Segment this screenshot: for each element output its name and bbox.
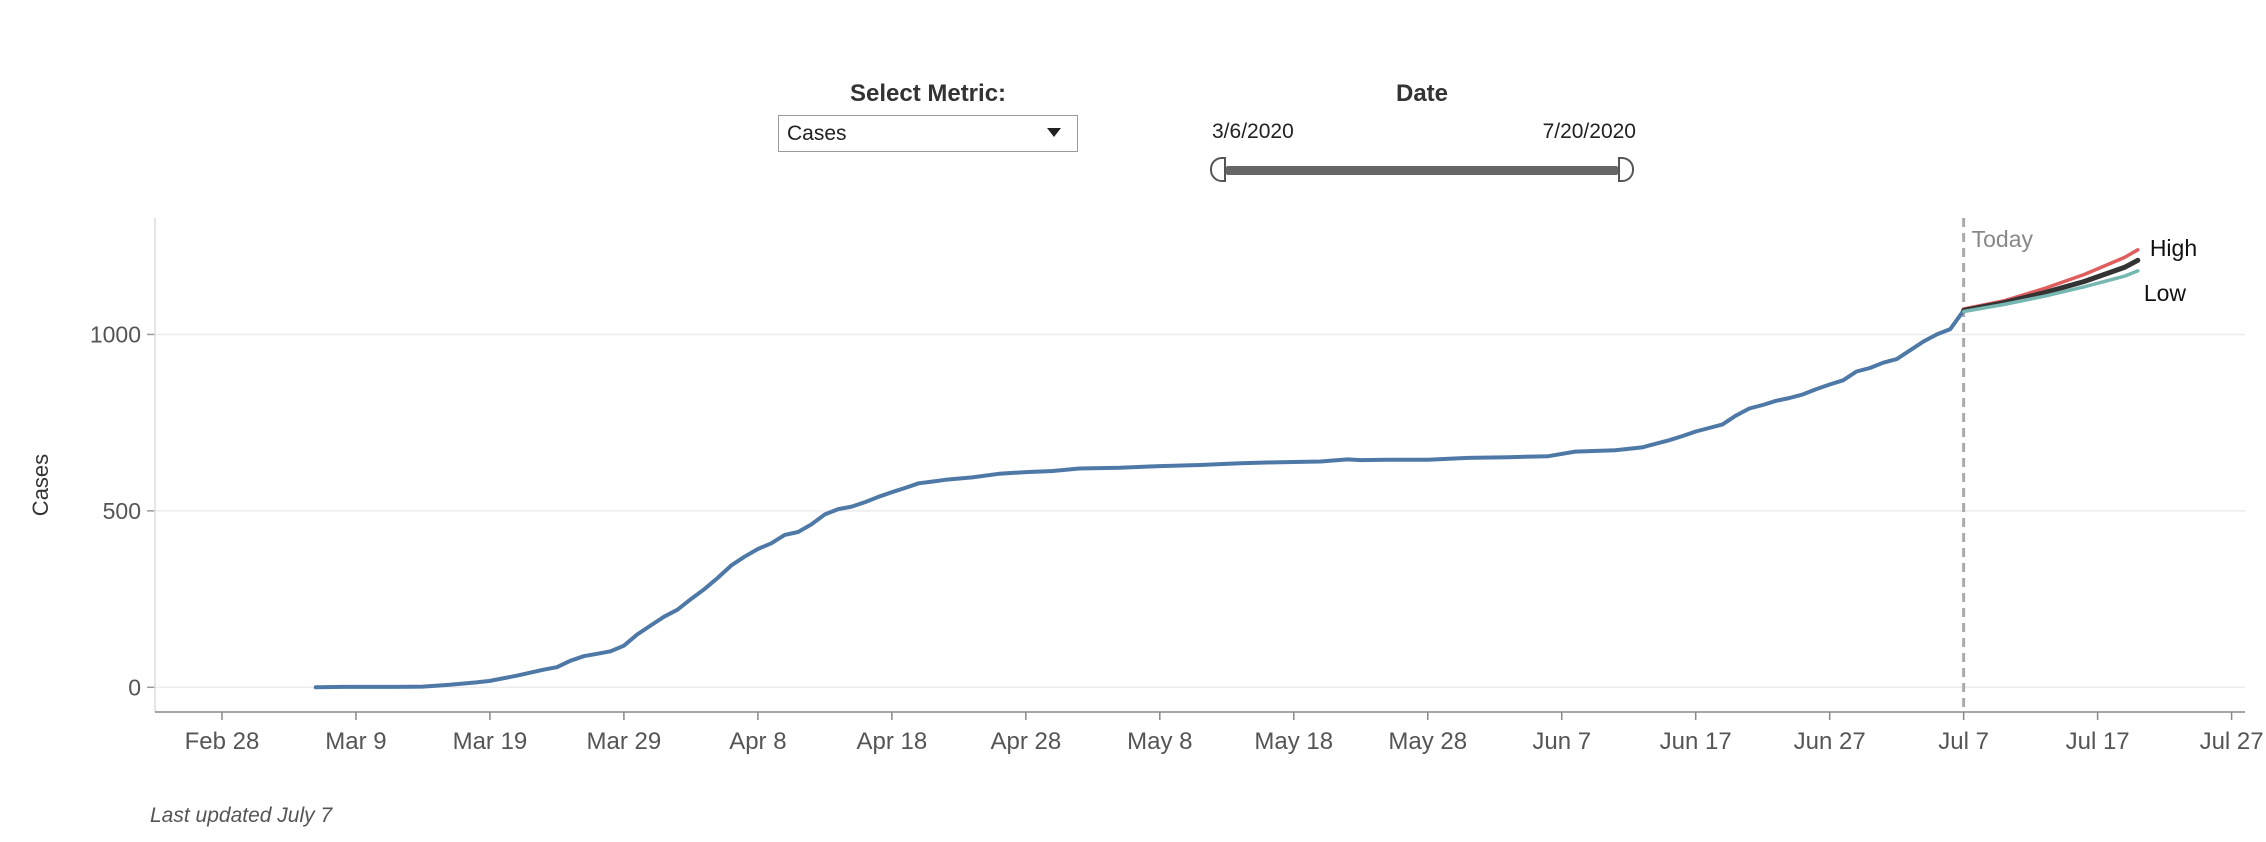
- date-range-start-handle[interactable]: [1210, 157, 1226, 182]
- x-tick-label: Jul 17: [2066, 728, 2130, 755]
- x-tick-label: Jun 17: [1660, 728, 1732, 755]
- select-metric-title: Select Metric:: [849, 80, 1007, 107]
- series-label-low: Low: [2144, 280, 2187, 306]
- date-range-slider-track[interactable]: [1226, 166, 1618, 175]
- series-label-high: High: [2150, 235, 2197, 261]
- last-updated-note: Last updated July 7: [150, 804, 333, 827]
- x-tick-label: Jul 7: [1938, 728, 1989, 755]
- y-tick-label: 0: [128, 674, 141, 700]
- y-tick-label: 500: [103, 498, 141, 524]
- x-tick-label: Apr 18: [856, 728, 927, 755]
- x-tick-label: Jun 27: [1794, 728, 1866, 755]
- today-label: Today: [1972, 226, 2034, 252]
- x-tick-label: Mar 29: [587, 728, 662, 755]
- x-tick-label: May 28: [1388, 728, 1467, 755]
- x-tick-label: Jun 7: [1532, 728, 1591, 755]
- x-tick-label: Feb 28: [185, 728, 260, 755]
- chevron-down-icon: [1047, 128, 1061, 137]
- date-start-label: 3/6/2020: [1212, 120, 1294, 143]
- y-axis-title: Cases: [28, 454, 53, 516]
- date-range-end-handle[interactable]: [1618, 157, 1634, 182]
- x-tick-label: Jul 27: [2200, 728, 2264, 755]
- metric-dropdown[interactable]: Cases: [778, 115, 1078, 152]
- y-tick-label: 1000: [90, 321, 141, 347]
- date-end-label: 7/20/2020: [1542, 120, 1636, 143]
- date-filter-title: Date: [1395, 80, 1449, 107]
- x-tick-label: Apr 28: [990, 728, 1061, 755]
- series-line-low: [1961, 269, 2140, 314]
- x-tick-label: Mar 9: [325, 728, 386, 755]
- x-tick-label: May 18: [1254, 728, 1333, 755]
- x-tick-label: Apr 8: [729, 728, 786, 755]
- metric-dropdown-value: Cases: [787, 122, 847, 145]
- x-tick-label: May 8: [1127, 728, 1192, 755]
- x-tick-label: Mar 19: [453, 728, 528, 755]
- series-line-cases: [313, 308, 1966, 690]
